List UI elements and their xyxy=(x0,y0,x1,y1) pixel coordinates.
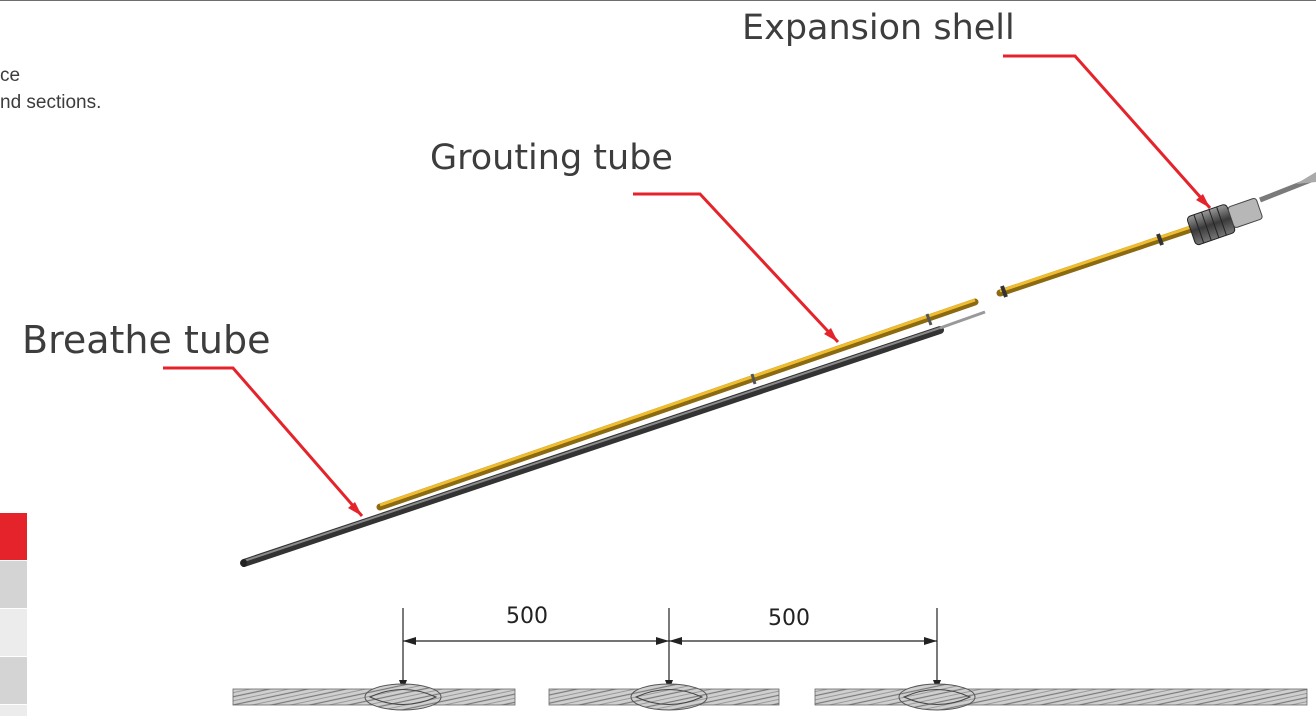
breathe-tube-shape xyxy=(240,326,944,567)
expansion-shell-shape xyxy=(1186,197,1263,246)
table-cell xyxy=(0,657,27,704)
upper-grouting-segment-shape xyxy=(996,222,1204,298)
dimension-arrowheads xyxy=(399,637,941,690)
cable-strand-end xyxy=(1296,172,1316,184)
expansion-shell-label: Expansion shell xyxy=(742,8,1015,48)
dimension-lines xyxy=(402,608,938,688)
expansion-shell-leader xyxy=(1003,54,1212,209)
table-cell xyxy=(0,609,27,656)
dimension-label-2: 500 xyxy=(768,606,810,631)
table-cell xyxy=(0,561,27,608)
callout-leaders xyxy=(163,54,1212,517)
description-line-2: nd sections. xyxy=(0,92,102,113)
description-line-1: ce xyxy=(0,65,21,86)
bulbed-strand-3 xyxy=(814,683,1308,711)
bulbed-strand-1 xyxy=(232,683,516,711)
top-border xyxy=(0,0,1316,1)
bulbed-strand-2 xyxy=(548,683,780,711)
cable-strand-shape xyxy=(939,310,986,330)
dimension-label-1: 500 xyxy=(506,604,548,629)
grouting-tube-label: Grouting tube xyxy=(430,138,673,178)
grouting-tube-shape xyxy=(376,298,979,511)
grouting-tube-leader xyxy=(633,192,840,344)
leader-arrowheads xyxy=(348,194,1210,516)
description-text: ce nd sections. xyxy=(0,62,101,116)
table-cell xyxy=(0,705,27,716)
breathe-tube-label: Breathe tube xyxy=(22,318,271,362)
breathe-tube-leader xyxy=(163,366,364,517)
table-header-cell xyxy=(0,513,27,560)
